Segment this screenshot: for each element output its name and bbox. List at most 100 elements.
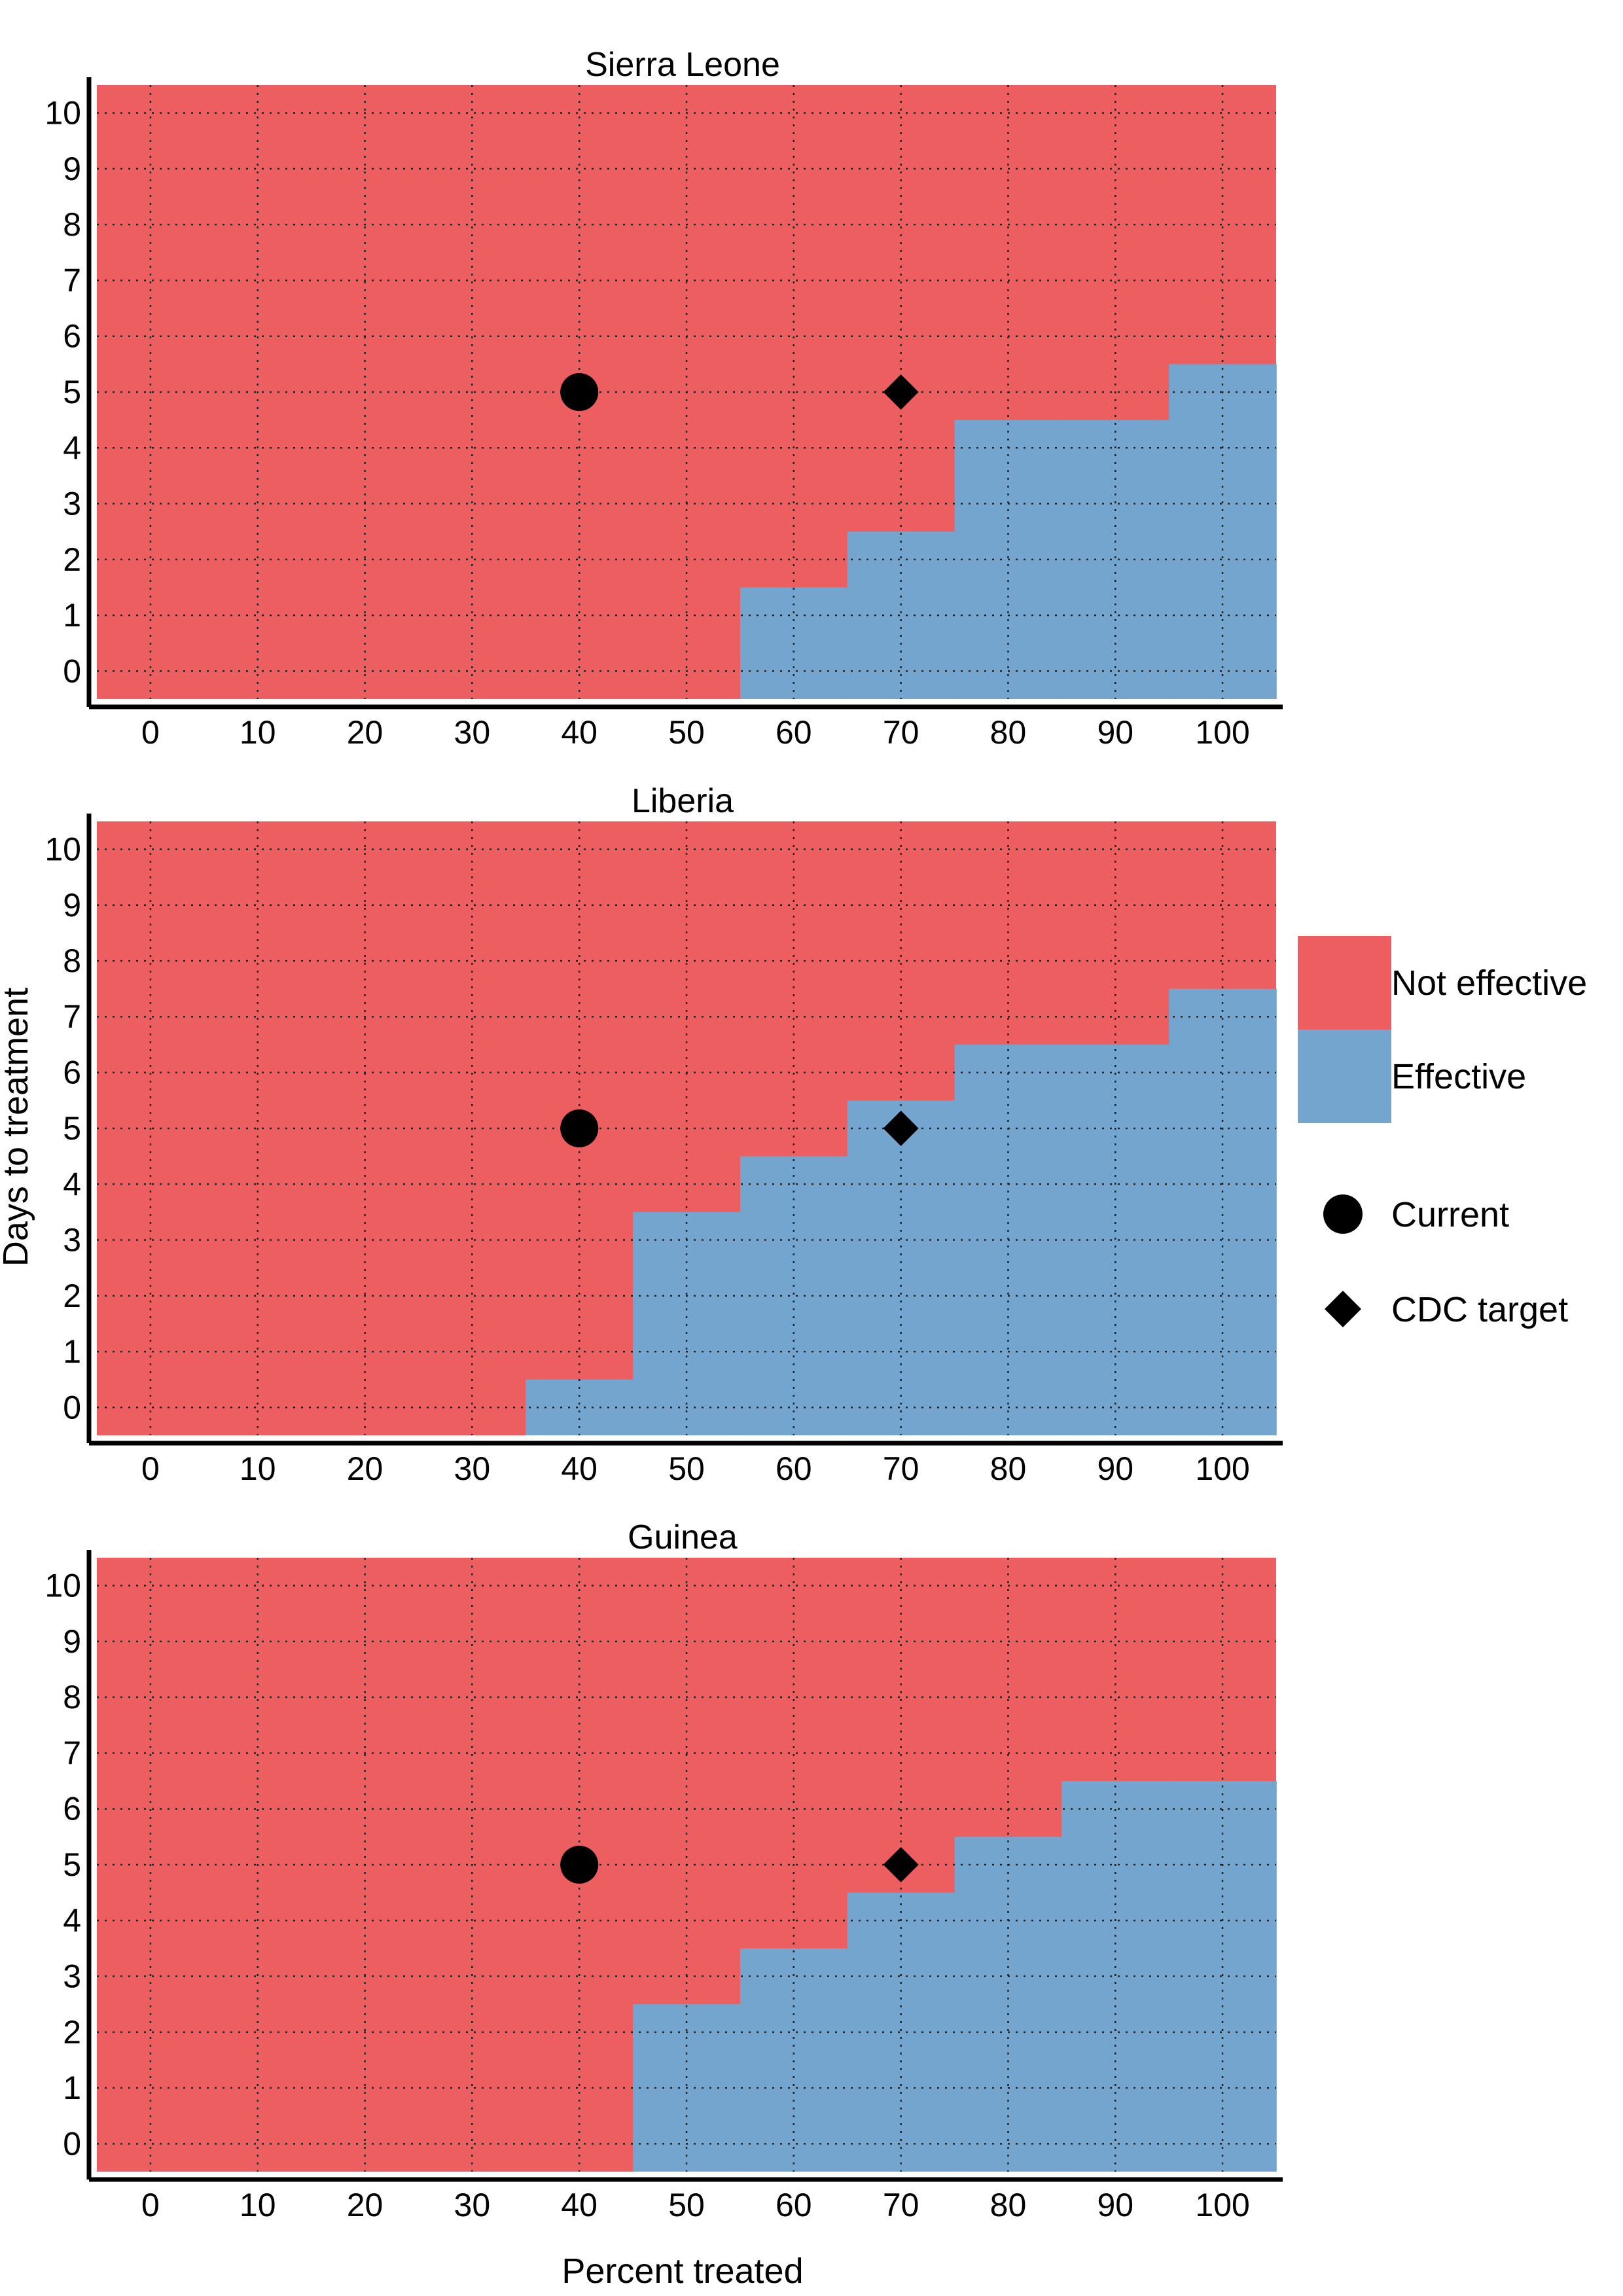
effective-cell bbox=[847, 531, 955, 699]
effective-cell bbox=[740, 1948, 848, 2172]
x-tick-label: 10 bbox=[240, 1450, 276, 1487]
y-tick-label: 1 bbox=[63, 597, 81, 634]
x-tick-label: 70 bbox=[883, 2187, 919, 2223]
y-tick-label: 2 bbox=[63, 541, 81, 578]
legend-label: Current bbox=[1391, 1195, 1509, 1234]
y-tick-label: 10 bbox=[45, 1568, 81, 1604]
y-tick-label: 8 bbox=[63, 1679, 81, 1715]
y-tick-label: 4 bbox=[63, 1166, 81, 1202]
x-tick-label: 30 bbox=[454, 2187, 491, 2223]
y-tick-label: 2 bbox=[63, 2014, 81, 2051]
legend-swatch bbox=[1298, 1030, 1391, 1123]
y-tick-label: 3 bbox=[63, 486, 81, 522]
y-tick-label: 8 bbox=[63, 206, 81, 243]
x-tick-label: 100 bbox=[1195, 1450, 1249, 1487]
y-tick-label: 2 bbox=[63, 1278, 81, 1314]
x-tick-label: 80 bbox=[990, 714, 1027, 751]
y-tick-label: 6 bbox=[63, 1791, 81, 1827]
effective-cell bbox=[1061, 1045, 1169, 1435]
x-tick-label: 40 bbox=[561, 1450, 597, 1487]
legend-label: Effective bbox=[1391, 1057, 1526, 1096]
x-tick-label: 30 bbox=[454, 714, 491, 751]
y-tick-label: 6 bbox=[63, 1054, 81, 1091]
panel-title: Liberia bbox=[632, 782, 734, 820]
current-marker bbox=[560, 1109, 599, 1147]
y-tick-label: 5 bbox=[63, 1110, 81, 1147]
y-tick-label: 1 bbox=[63, 2070, 81, 2106]
y-tick-label: 6 bbox=[63, 318, 81, 355]
x-tick-label: 60 bbox=[776, 2187, 812, 2223]
x-tick-label: 40 bbox=[561, 714, 597, 751]
y-tick-label: 8 bbox=[63, 942, 81, 979]
effective-cell bbox=[1169, 364, 1277, 699]
panel: 0 10 20 30 40 50 60 70 80 90 100 0 1 2 3 4 5 6 7 8 9 10 Sierra… bbox=[45, 46, 1283, 751]
x-tick-label: 10 bbox=[240, 714, 276, 751]
y-tick-label: 3 bbox=[63, 1222, 81, 1259]
x-tick-label: 80 bbox=[990, 2187, 1027, 2223]
cdc-target-marker bbox=[883, 374, 919, 410]
y-tick-label: 3 bbox=[63, 1958, 81, 1995]
y-tick-label: 1 bbox=[63, 1333, 81, 1370]
x-tick-label: 10 bbox=[240, 2187, 276, 2223]
current-marker bbox=[560, 373, 599, 411]
y-tick-label: 7 bbox=[63, 262, 81, 298]
y-tick-label: 7 bbox=[63, 998, 81, 1035]
legend-swatch bbox=[1298, 936, 1391, 1030]
panel-title: Sierra Leone bbox=[585, 46, 780, 84]
y-tick-label: 0 bbox=[63, 653, 81, 689]
panels: 0 10 20 30 40 50 60 70 80 90 100012345678910Sierra… bbox=[45, 46, 1283, 2223]
y-tick-label: 0 bbox=[63, 2125, 81, 2162]
y-tick-label: 5 bbox=[63, 1846, 81, 1883]
legend-label: Not effective bbox=[1391, 963, 1587, 1003]
x-tick-label: 20 bbox=[347, 714, 383, 751]
current-marker bbox=[560, 1846, 599, 1884]
x-tick-label: 0 bbox=[141, 1450, 160, 1487]
x-tick-label: 20 bbox=[347, 2187, 383, 2223]
x-tick-label: 90 bbox=[1097, 714, 1133, 751]
y-tick-label: 7 bbox=[63, 1734, 81, 1771]
y-axis-title: Days to treatment bbox=[0, 988, 35, 1266]
x-tick-label: 50 bbox=[668, 714, 705, 751]
x-tick-label: 90 bbox=[1097, 2187, 1133, 2223]
y-tick-label: 10 bbox=[45, 95, 81, 132]
y-tick-label: 4 bbox=[63, 429, 81, 466]
y-tick-label: 5 bbox=[63, 374, 81, 410]
effective-cell bbox=[633, 1211, 741, 1435]
y-tick-label: 9 bbox=[63, 1623, 81, 1660]
x-tick-label: 50 bbox=[668, 1450, 705, 1487]
effective-cell bbox=[1061, 1781, 1169, 2172]
x-axis-title: Percent treated bbox=[562, 2251, 803, 2291]
panel-title: Guinea bbox=[628, 1518, 738, 1556]
x-tick-label: 70 bbox=[883, 714, 919, 751]
legend: Not effective Effective Current CDC target bbox=[1298, 936, 1587, 1329]
x-tick-label: 50 bbox=[668, 2187, 705, 2223]
panel: 0 10 20 30 40 50 60 70 80 90 100 0 1 2 3 4 5 6 7 8 9 10 Guinea bbox=[45, 1518, 1283, 2223]
x-tick-label: 40 bbox=[561, 2187, 597, 2223]
y-tick-label: 4 bbox=[63, 1902, 81, 1939]
x-tick-label: 0 bbox=[141, 714, 160, 751]
y-tick-label: 9 bbox=[63, 151, 81, 187]
x-tick-label: 60 bbox=[776, 714, 812, 751]
x-tick-label: 90 bbox=[1097, 1450, 1133, 1487]
effective-cell bbox=[847, 1100, 955, 1435]
effective-cell bbox=[740, 1156, 848, 1435]
x-tick-label: 20 bbox=[347, 1450, 383, 1487]
legend-current-marker bbox=[1323, 1194, 1363, 1234]
effective-cell bbox=[1169, 1781, 1277, 2172]
legend-label: CDC target bbox=[1391, 1290, 1568, 1329]
cdc-target-marker bbox=[883, 1111, 919, 1146]
cdc-target-marker bbox=[883, 1847, 919, 1882]
y-tick-label: 10 bbox=[45, 831, 81, 868]
effective-cell bbox=[1169, 988, 1277, 1435]
x-tick-label: 70 bbox=[883, 1450, 919, 1487]
y-tick-label: 0 bbox=[63, 1389, 81, 1426]
x-tick-label: 60 bbox=[776, 1450, 812, 1487]
x-tick-label: 80 bbox=[990, 1450, 1027, 1487]
y-tick-label: 9 bbox=[63, 887, 81, 924]
panel: 0 10 20 30 40 50 60 70 80 90 100 0 1 2 3 4 5 6 7 8 9 10 Liberi… bbox=[45, 782, 1283, 1487]
x-tick-label: 30 bbox=[454, 1450, 491, 1487]
x-tick-label: 100 bbox=[1195, 714, 1249, 751]
effective-cell bbox=[1061, 420, 1169, 699]
effective-cell bbox=[954, 1837, 1063, 2172]
